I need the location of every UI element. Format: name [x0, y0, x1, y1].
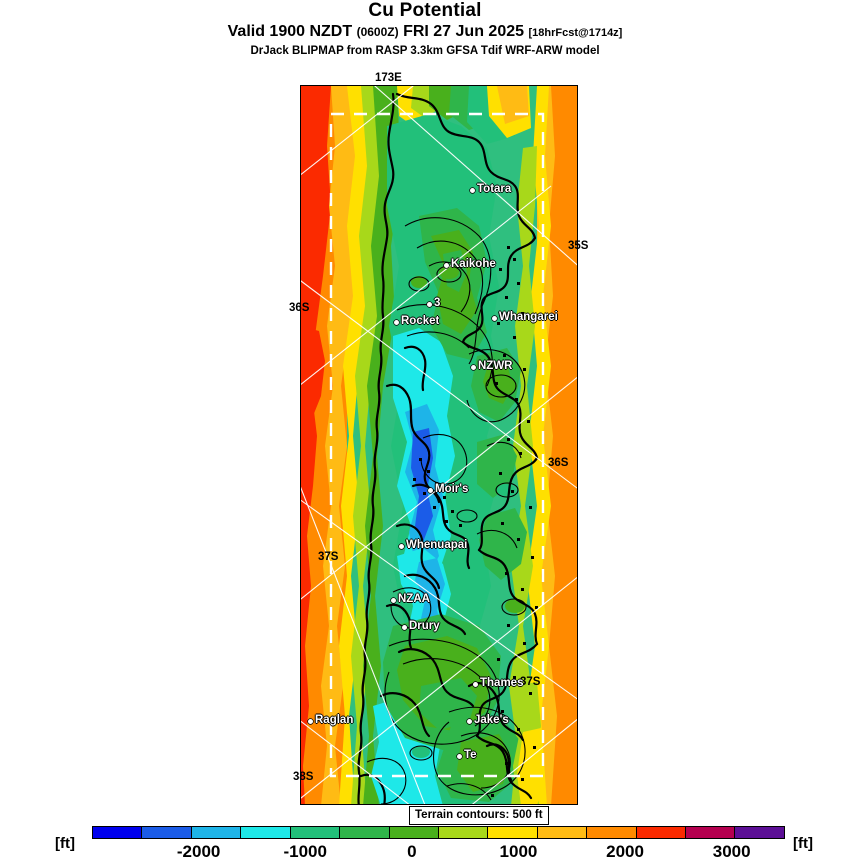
marker-label: Kaikohe — [451, 258, 496, 270]
marker-dot — [444, 263, 449, 268]
marker-dot — [391, 598, 396, 603]
marker-label: Totara — [477, 183, 512, 195]
grid-label: 38S — [293, 771, 314, 783]
marker-dot — [399, 544, 404, 549]
marker-dot — [473, 682, 478, 687]
grid-label: 37S — [520, 676, 541, 688]
valid-time-line: Valid 1900 NZDT (0600Z) FRI 27 Jun 2025 … — [0, 22, 850, 43]
colorbar-segment — [240, 827, 290, 838]
marker-label: Rocket — [401, 315, 440, 327]
marker-dot — [471, 365, 476, 370]
marker-dot — [402, 625, 407, 630]
marker-label: Moir's — [435, 483, 469, 495]
marker-dot — [492, 316, 497, 321]
forecast-date-text: FRI 27 Jun 2025 — [403, 23, 525, 40]
marker-label: NZAA — [398, 593, 430, 605]
colorbar-segment — [536, 827, 587, 838]
marker-dot — [467, 719, 472, 724]
marker-dot — [427, 302, 432, 307]
colorbar-tick-label: -1000 — [283, 842, 327, 861]
colorbar-tick-label: 2000 — [606, 842, 644, 861]
colorbar-unit-left: [ft] — [55, 835, 75, 852]
forecast-map[interactable] — [300, 85, 578, 805]
grid-label: 37S — [318, 551, 339, 563]
grid-label: 36S — [289, 302, 310, 314]
marker-label: Jake's — [474, 714, 509, 726]
grid-label: 35S — [568, 240, 589, 252]
terrain-contour-note: Terrain contours: 500 ft — [409, 806, 549, 825]
colorbar-legend: [ft] [ft] -2000 -1000 0 1000 2000 3000 — [0, 826, 850, 861]
marker-dot — [457, 754, 462, 759]
map-frame — [300, 85, 578, 805]
marker-dot — [394, 320, 399, 325]
valid-time-text: Valid 1900 NZDT — [227, 23, 353, 40]
colorbar-segment — [190, 827, 241, 838]
grid-label: 173E — [375, 72, 402, 84]
grid-label: 36S — [548, 457, 569, 469]
colorbar-segment — [141, 827, 191, 838]
header-block: Cu Potential Valid 1900 NZDT (0600Z) FRI… — [0, 0, 850, 59]
marker-label: Whangarei — [499, 311, 558, 323]
marker-label: Te — [464, 749, 477, 761]
colorbar-tick-label: 3000 — [712, 842, 751, 861]
colorbar-segment — [586, 827, 636, 838]
colorbar-segment — [437, 827, 488, 838]
marker-label: NZWR — [478, 360, 513, 372]
marker-label: Drury — [409, 620, 440, 632]
colorbar-tick-label: -2000 — [176, 842, 221, 861]
marker-label: Thames — [480, 677, 524, 689]
colorbar-segment — [388, 827, 438, 838]
colorbar-segment — [487, 827, 537, 838]
colorbar-segment — [685, 827, 735, 838]
marker-label: Raglan — [315, 714, 354, 726]
colorbar-segment — [734, 827, 784, 838]
marker-dot — [308, 719, 313, 724]
map-raster — [301, 86, 577, 804]
colorbar-unit-right: [ft] — [793, 835, 813, 852]
colorbar-segment — [93, 827, 142, 838]
colorbar-segment — [635, 827, 686, 838]
colorbar-segment — [289, 827, 340, 838]
colorbar-tick-label: 0 — [407, 842, 417, 861]
marker-dot — [428, 488, 433, 493]
marker-label: 3 — [434, 297, 441, 309]
utc-time-text: (0600Z) — [356, 25, 399, 39]
colorbar-tick-label: 1000 — [499, 842, 538, 861]
colorbar-segment — [339, 827, 389, 838]
forecast-hour-text: [18hrFcst@1714z] — [528, 27, 623, 39]
colorbar-strip[interactable] — [92, 826, 785, 839]
marker-label: Whenuapai — [406, 539, 468, 551]
page-title: Cu Potential — [368, 0, 482, 21]
marker-dot — [470, 188, 475, 193]
model-description: DrJack BLIPMAP from RASP 3.3km GFSA Tdif… — [250, 45, 600, 57]
